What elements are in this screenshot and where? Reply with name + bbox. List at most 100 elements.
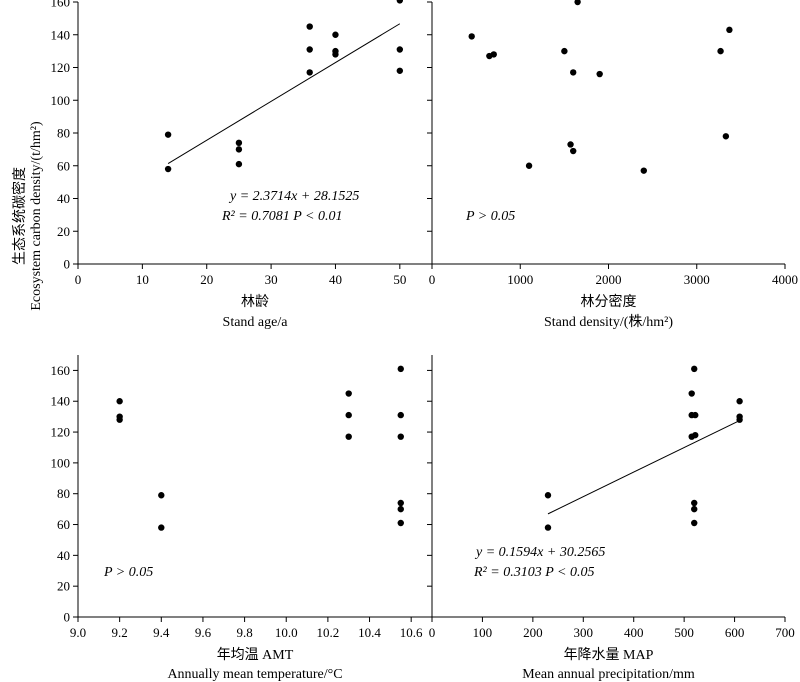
data-point — [596, 70, 603, 78]
data-point — [397, 433, 404, 440]
data-point — [717, 47, 724, 55]
data-point — [722, 133, 730, 140]
data-point — [397, 519, 404, 527]
data-point — [306, 46, 313, 53]
y-tick-label: 80 — [57, 126, 70, 141]
data-point — [396, 67, 404, 74]
data-point — [396, 0, 404, 4]
x-tick-label: 200 — [523, 625, 543, 640]
x-label-en: Mean annual precipitation/mm — [522, 667, 695, 682]
x-tick-label: 300 — [574, 625, 594, 640]
x-tick-label: 700 — [775, 625, 795, 640]
x-tick-label: 9.4 — [153, 625, 170, 640]
x-tick-label: 9.6 — [195, 625, 212, 640]
data-point — [490, 51, 497, 58]
x-tick-label: 9.0 — [70, 625, 86, 640]
x-tick-label: 3000 — [684, 272, 710, 287]
y-tick-label: 140 — [51, 394, 71, 409]
data-point — [397, 411, 404, 419]
y-tick-label: 20 — [57, 579, 70, 594]
x-tick-label: 20 — [200, 272, 213, 287]
data-point — [397, 499, 404, 507]
x-tick-label: 0 — [429, 272, 436, 287]
x-tick-label: 500 — [674, 625, 694, 640]
data-point — [235, 146, 243, 153]
y-tick-label: 160 — [51, 363, 71, 378]
x-tick-label: 1000 — [507, 272, 533, 287]
x-tick-label: 10.6 — [400, 625, 423, 640]
data-point — [640, 167, 647, 174]
x-tick-label: 4000 — [772, 272, 798, 287]
annotation: y = 0.1594x + 30.2565 — [474, 545, 605, 560]
y-tick-label: 40 — [57, 191, 70, 206]
x-tick-label: 10.0 — [275, 625, 298, 640]
y-tick-label: 120 — [51, 60, 71, 75]
data-point — [692, 411, 699, 419]
data-point — [306, 23, 313, 30]
y-tick-label: 40 — [57, 548, 70, 563]
data-point — [561, 47, 568, 55]
y-tick-label: 160 — [51, 0, 71, 10]
y-label-zh: 生态系统碳密度 — [11, 167, 28, 265]
data-point — [525, 162, 533, 169]
data-point — [570, 69, 577, 76]
x-tick-label: 0 — [429, 625, 436, 640]
data-point — [726, 26, 733, 34]
data-point — [736, 398, 743, 405]
data-point — [306, 69, 313, 76]
data-point — [235, 160, 243, 168]
data-point — [345, 433, 352, 440]
x-tick-label: 9.2 — [112, 625, 128, 640]
regression-line — [547, 420, 740, 515]
y-tick-label: 60 — [57, 517, 70, 532]
panel-top-left: 0 10 20 30 40 50 0 20 40 60 80 100 120 140 160 林龄 Stand … — [51, 0, 432, 330]
data-point — [688, 390, 695, 397]
x-tick-label: 10 — [136, 272, 149, 287]
data-point — [397, 505, 404, 513]
y-tick-label: 60 — [57, 158, 70, 173]
x-tick-label: 0 — [75, 272, 82, 287]
panel-top-right: 0 1000 2000 3000 4000 林分密度 Stand density/(株/hm… — [427, 0, 798, 330]
x-label-zh: 年降水量 MAP — [564, 647, 654, 663]
data-point — [345, 390, 352, 397]
data-point — [736, 416, 743, 423]
data-point — [116, 416, 123, 423]
data-point — [396, 46, 404, 53]
data-point — [158, 492, 165, 499]
data-point — [332, 51, 339, 58]
y-tick-label: 0 — [64, 610, 71, 625]
shared-y-label: 生态系统碳密度 Ecosystem carbon density/(t/hm²) — [11, 121, 44, 311]
data-point — [570, 147, 577, 155]
panel-bottom-right: 0 100 200 300 400 500 600 700 年降水量 MAP Mean annua… — [427, 355, 795, 682]
y-tick-label: 0 — [64, 257, 71, 272]
y-tick-label: 140 — [51, 27, 71, 42]
x-label-zh: 林龄 — [241, 294, 269, 310]
x-tick-label: 10.4 — [358, 625, 381, 640]
annotation: y = 2.3714x + 28.1525 — [228, 189, 359, 204]
annotation: R² = 0.3103 P < 0.05 — [473, 565, 594, 580]
x-tick-label: 30 — [265, 272, 278, 287]
x-tick-label: 10.2 — [317, 625, 340, 640]
y-tick-label: 80 — [57, 486, 70, 501]
data-point — [691, 505, 698, 513]
data-point — [692, 431, 699, 439]
y-label-en: Ecosystem carbon density/(t/hm²) — [29, 121, 44, 311]
data-point — [567, 141, 574, 148]
data-point — [116, 398, 123, 405]
y-tick-label: 20 — [57, 224, 70, 239]
x-tick-label: 50 — [393, 272, 406, 287]
panels: 0 10 20 30 40 50020406080100120140160林龄Stand … — [51, 0, 798, 682]
y-tick-label: 120 — [51, 425, 71, 440]
data-point — [574, 0, 581, 6]
x-tick-label: 9.8 — [236, 625, 252, 640]
data-point — [691, 365, 698, 373]
data-point — [345, 411, 352, 419]
annotation: P > 0.05 — [103, 565, 153, 580]
annotation: P > 0.05 — [465, 209, 515, 224]
data-point — [544, 524, 552, 531]
annotation: R² = 0.7081 P < 0.01 — [221, 209, 342, 224]
data-point — [691, 519, 698, 527]
data-point — [332, 31, 339, 38]
x-tick-label: 600 — [725, 625, 745, 640]
